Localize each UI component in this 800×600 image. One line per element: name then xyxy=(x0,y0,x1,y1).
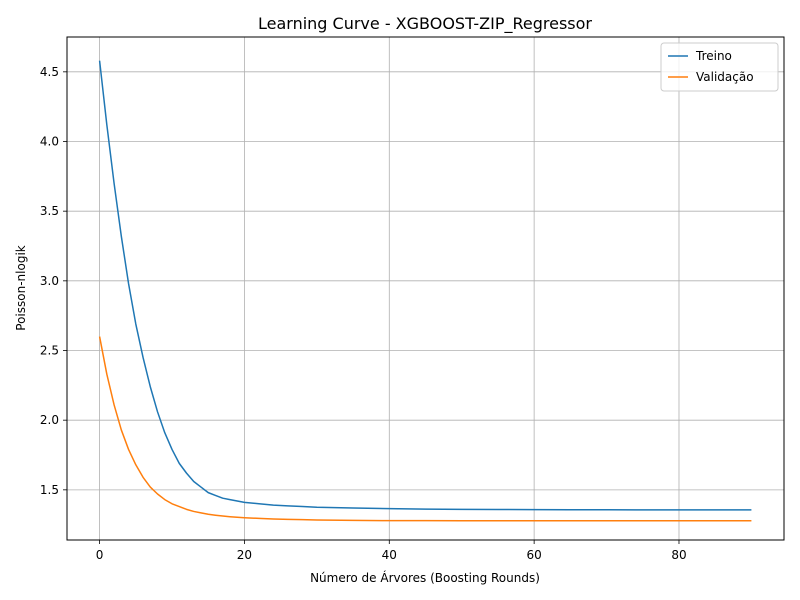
x-tick-label: 20 xyxy=(237,548,252,562)
y-tick-label: 3.5 xyxy=(40,204,59,218)
y-tick-label: 4.0 xyxy=(40,135,59,149)
plot-frame xyxy=(66,36,785,541)
series-lines xyxy=(98,60,752,522)
series-line-treino xyxy=(98,60,752,511)
y-axis-title: Poisson-nlogik xyxy=(14,245,28,330)
y-tick-label: 2.0 xyxy=(40,413,59,427)
y-tick-label: 3.0 xyxy=(40,274,59,288)
chart-title: Learning Curve - XGBOOST-ZIP_Regressor xyxy=(258,14,592,34)
axis-ticks: 0 20 40 60 80 1.5 2.0 2.5 3.0 3.5 4.0 4.5 xyxy=(40,65,687,562)
x-tick-label: 60 xyxy=(526,548,541,562)
legend-box xyxy=(660,42,779,92)
x-tick-label: 40 xyxy=(382,548,397,562)
x-axis-title: Número de Árvores (Boosting Rounds) xyxy=(310,570,540,585)
legend-label: Validação xyxy=(696,70,754,84)
series-line-validacao xyxy=(98,336,752,522)
y-tick-label: 4.5 xyxy=(40,65,59,79)
x-tick-label: 0 xyxy=(96,548,104,562)
legend: Treino Validação xyxy=(660,42,779,92)
legend-label: Treino xyxy=(695,49,732,63)
y-tick-label: 2.5 xyxy=(40,344,59,358)
grid xyxy=(67,37,784,540)
y-tick-label: 1.5 xyxy=(40,483,59,497)
x-tick-label: 80 xyxy=(671,548,686,562)
